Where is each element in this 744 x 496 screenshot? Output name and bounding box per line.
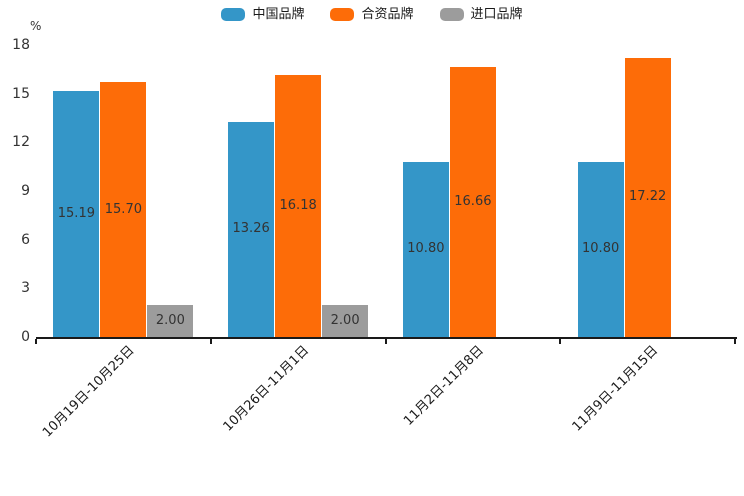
axis-tick-mark (559, 339, 562, 344)
bar-value-label: 16.18 (279, 197, 317, 213)
bar (577, 161, 624, 337)
legend-label: 进口品牌 (470, 7, 523, 22)
y-axis-tick-label: 15 (12, 85, 30, 102)
bar-value-label: 10.80 (582, 241, 620, 257)
y-axis-tick-label: 6 (21, 231, 30, 248)
bar-value-label: 16.66 (454, 193, 492, 209)
legend-label: 合资品牌 (361, 7, 414, 22)
legend-swatch-icon (221, 8, 246, 21)
y-axis-tick-label: 9 (21, 183, 30, 199)
bar (228, 121, 275, 337)
legend-swatch-icon (439, 8, 464, 21)
x-axis-line (36, 337, 737, 339)
bar (322, 304, 369, 337)
legend-swatch-icon (330, 8, 355, 21)
bar-value-label: 15.70 (104, 201, 142, 217)
bar-value-label: 13.26 (232, 221, 270, 237)
x-axis-label: 11月9日-11月15日 (569, 343, 662, 435)
bar-value-label: 2.00 (155, 312, 185, 328)
bar (147, 304, 194, 337)
y-axis-tick-label: 3 (21, 280, 30, 297)
y-axis-tick-label: 18 (12, 37, 30, 53)
legend-item: 中国品牌 (221, 7, 304, 22)
x-axis-label: 10月26日-11月1日 (220, 343, 312, 435)
axis-tick-mark (35, 339, 37, 344)
bar (53, 90, 100, 337)
bar (275, 74, 322, 337)
legend-item: 进口品牌 (439, 7, 523, 22)
bar (100, 82, 147, 337)
axis-tick-mark (384, 339, 387, 344)
x-axis-label: 11月2日-11月8日 (400, 343, 487, 429)
x-axis-label: 10月19日-10月25日 (39, 343, 137, 441)
axis-tick-mark (209, 339, 212, 344)
chart-legend: 中国品牌 合资品牌 进口品牌 (0, 7, 744, 22)
bar (402, 161, 449, 337)
bar-value-label: 17.22 (629, 189, 667, 205)
bar-value-label: 15.19 (57, 205, 95, 221)
legend-label: 中国品牌 (252, 7, 305, 22)
y-axis-tick-label: 12 (12, 134, 30, 151)
axis-tick-mark (734, 339, 736, 344)
bar-value-label: 10.80 (407, 241, 445, 257)
bar (624, 57, 671, 337)
y-axis-tick-label: 0 (21, 329, 30, 345)
bar (449, 66, 496, 337)
y-axis-unit-label: % (30, 19, 42, 33)
legend-item: 合资品牌 (330, 7, 414, 22)
bar-value-label: 2.00 (330, 312, 360, 328)
